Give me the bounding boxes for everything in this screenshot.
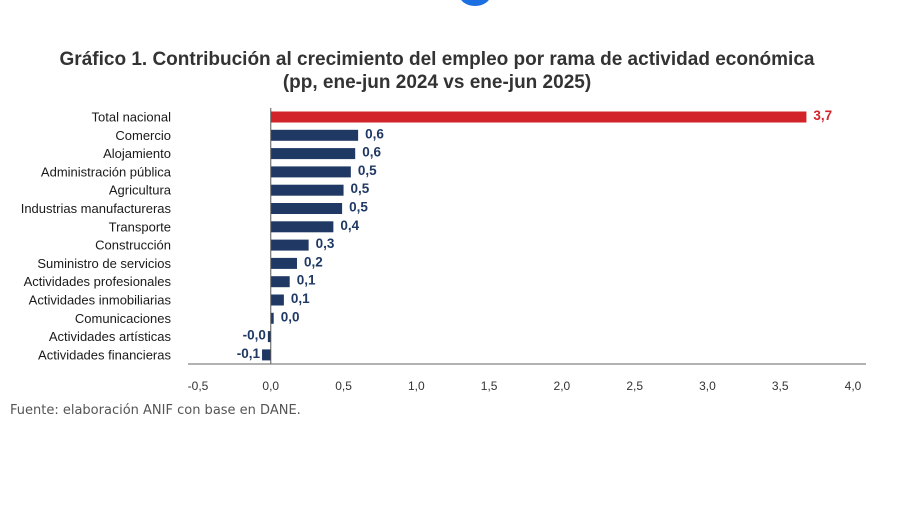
- bar-13: [262, 349, 271, 361]
- category-label: Actividades financieras: [38, 347, 171, 362]
- value-label: 3,7: [813, 108, 832, 123]
- x-tick-label: 0,0: [262, 379, 279, 393]
- category-label: Transporte: [109, 219, 171, 234]
- category-label: Total nacional: [92, 110, 172, 125]
- category-label: Actividades artísticas: [49, 329, 172, 344]
- bar-11: [270, 312, 274, 324]
- category-label: Industrias manufactureras: [21, 201, 172, 216]
- category-label: Comercio: [115, 128, 171, 143]
- category-label: Actividades inmobiliarias: [29, 293, 172, 308]
- category-label: Comunicaciones: [75, 311, 172, 326]
- value-label: -0,0: [243, 328, 266, 343]
- category-label: Alojamiento: [103, 146, 171, 161]
- value-label: 0,1: [297, 273, 316, 288]
- bar-4: [270, 184, 344, 196]
- category-label: Agricultura: [109, 183, 172, 198]
- bar-10: [270, 294, 284, 306]
- bar-7: [270, 239, 309, 251]
- category-label: Suministro de servicios: [37, 256, 171, 271]
- x-tick-label: 2,5: [626, 379, 643, 393]
- x-tick-label: 1,5: [481, 379, 498, 393]
- category-label: Administración pública: [41, 164, 172, 179]
- x-tick-label: 2,0: [554, 379, 571, 393]
- source-note: Fuente: elaboración ANIF con base en DAN…: [10, 403, 301, 418]
- x-tick-label: 3,0: [699, 379, 716, 393]
- x-tick-label: 0,5: [335, 379, 352, 393]
- bar-12: [267, 331, 271, 343]
- top-badge: [459, 0, 491, 6]
- value-label: 0,5: [358, 163, 377, 178]
- value-label: 0,5: [349, 200, 368, 215]
- bar-6: [270, 221, 334, 233]
- value-label: 0,5: [351, 181, 370, 196]
- value-label: -0,1: [237, 346, 261, 361]
- value-label: 0,6: [362, 145, 381, 160]
- value-label: 0,1: [291, 291, 310, 306]
- x-tick-label: 1,0: [408, 379, 425, 393]
- value-label: 0,4: [340, 218, 359, 233]
- value-label: 0,0: [281, 309, 300, 324]
- chart-subtitle: (pp, ene-jun 2024 vs ene-jun 2025): [282, 72, 592, 93]
- value-label: 0,3: [316, 236, 335, 251]
- bar-1: [270, 129, 359, 141]
- value-label: 0,6: [365, 126, 384, 141]
- bar-2: [270, 148, 356, 160]
- bar-5: [270, 203, 343, 214]
- bar-9: [270, 276, 290, 288]
- chart-title: Gráfico 1. Contribución al crecimiento d…: [59, 49, 815, 70]
- bar-3: [270, 166, 351, 178]
- value-label: 0,2: [304, 254, 323, 269]
- category-label: Actividades profesionales: [24, 274, 172, 289]
- bar-chart: Total nacional 3,7 Comercio 0,6 Alojamiento 0…: [21, 108, 866, 393]
- bar-0: [270, 111, 807, 123]
- x-tick-label: 4,0: [845, 379, 862, 393]
- x-tick-label: -0,5: [188, 379, 209, 393]
- category-label: Construcción: [95, 238, 171, 253]
- bar-8: [270, 257, 297, 269]
- x-tick-label: 3,5: [772, 379, 789, 393]
